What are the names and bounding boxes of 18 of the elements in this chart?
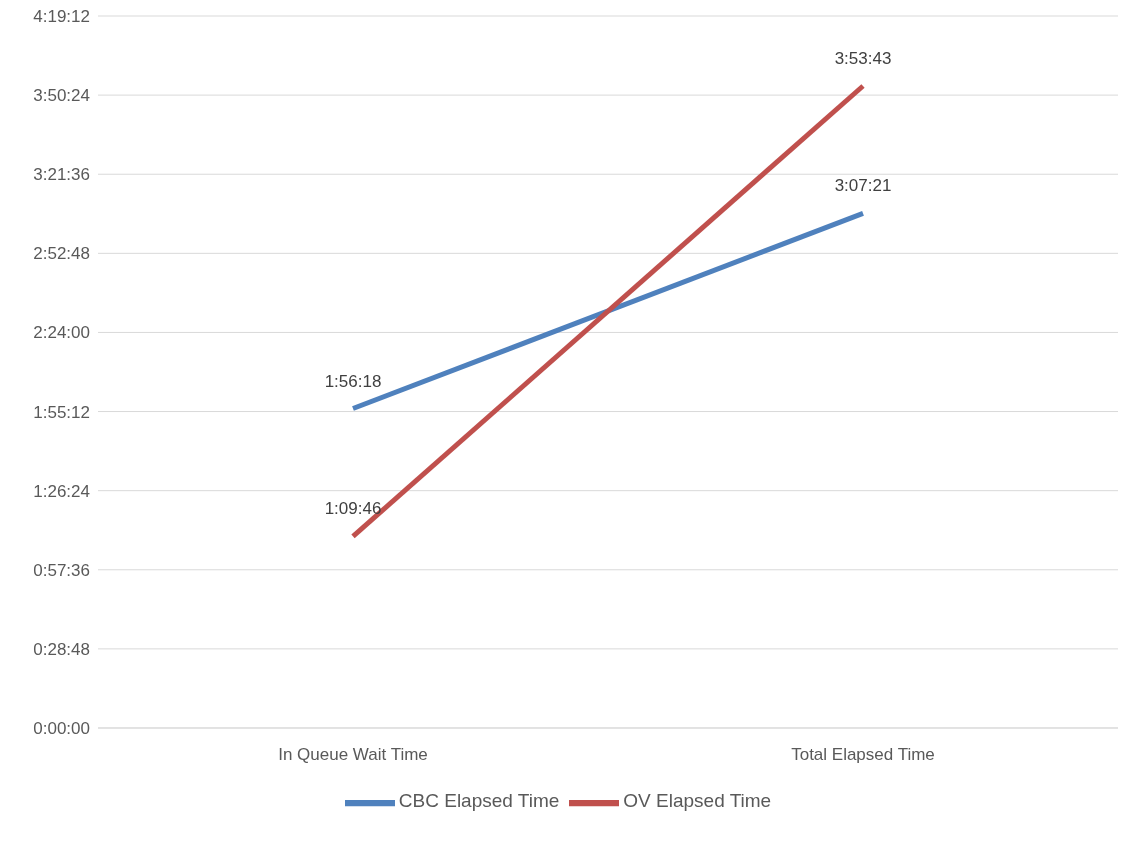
y-tick-label: 1:55:12 xyxy=(33,402,90,422)
y-tick-label: 3:21:36 xyxy=(33,165,90,185)
y-tick-label: 4:19:12 xyxy=(33,7,90,27)
legend-label: CBC Elapsed Time xyxy=(398,790,560,812)
x-tick-label: In Queue Wait Time xyxy=(278,745,428,765)
data-label: 3:07:21 xyxy=(834,176,892,196)
y-tick-label: 0:28:48 xyxy=(33,639,90,659)
y-tick-label: 3:50:24 xyxy=(33,86,90,106)
y-tick-label: 0:57:36 xyxy=(33,560,90,580)
y-tick-label: 0:00:00 xyxy=(33,719,90,739)
legend-label: OV Elapsed Time xyxy=(623,790,772,812)
data-label: 1:09:46 xyxy=(324,499,382,519)
x-tick-label: Total Elapsed Time xyxy=(791,745,935,765)
y-tick-label: 2:24:00 xyxy=(33,323,90,343)
data-label: 3:53:43 xyxy=(834,49,892,68)
y-tick-label: 2:52:48 xyxy=(33,244,90,264)
y-tick-label: 1:26:24 xyxy=(33,481,90,501)
data-label: 1:56:18 xyxy=(324,371,382,391)
